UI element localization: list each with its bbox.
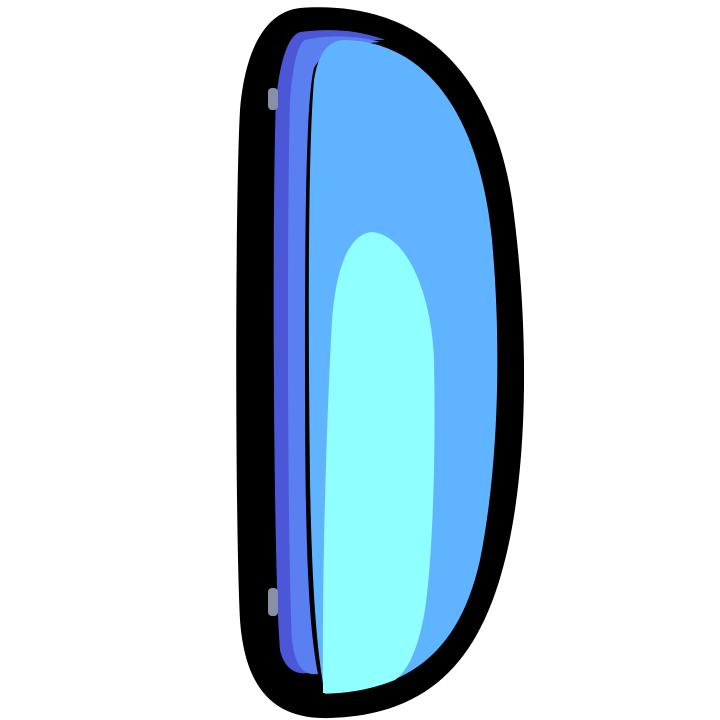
rivet-bottom-icon <box>268 588 278 616</box>
capsule-edge-mid <box>287 36 380 675</box>
capsule-highlight <box>322 232 435 694</box>
rivet-top-icon <box>268 88 278 110</box>
